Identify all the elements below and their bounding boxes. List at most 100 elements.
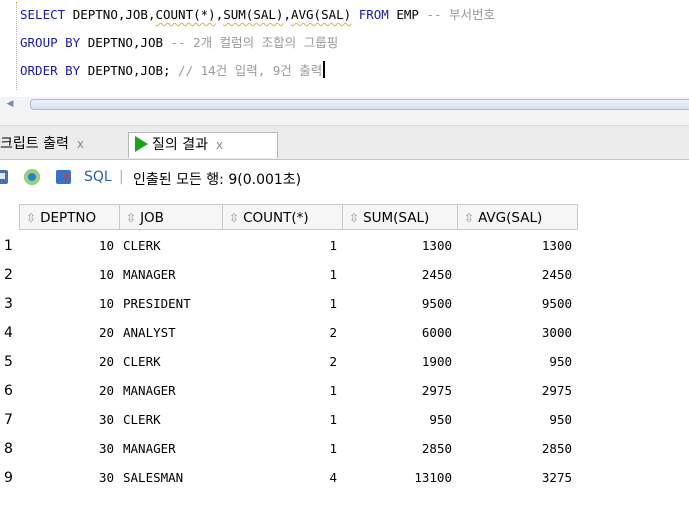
row-number[interactable]: 4 (4, 325, 13, 341)
cell-job[interactable]: MANAGER (123, 267, 176, 282)
cell-deptno[interactable]: 10 (98, 267, 114, 282)
cell-count[interactable]: 1 (329, 296, 337, 311)
cell-sum-sal[interactable]: 2450 (421, 267, 452, 282)
tab-script-output-close-icon[interactable]: x (76, 137, 84, 151)
tab-query-result-close-icon[interactable]: x (215, 138, 224, 152)
cell-sum-sal[interactable]: 1300 (421, 238, 452, 253)
cell-job[interactable]: MANAGER (123, 383, 176, 398)
panel-splitter[interactable] (0, 111, 689, 126)
table-row[interactable]: 8 30 MANAGER 1 2850 2850 (0, 436, 578, 465)
sort-icon[interactable]: ⇳ (349, 211, 360, 225)
row-number[interactable]: 2 (4, 267, 13, 283)
cell-deptno[interactable]: 30 (98, 412, 114, 427)
cell-count[interactable]: 4 (329, 470, 337, 485)
sql-button[interactable]: SQL (84, 169, 112, 185)
row-number[interactable]: 3 (4, 296, 13, 312)
cell-deptno[interactable]: 20 (98, 383, 114, 398)
code-token: DEPTNO,JOB; (87, 63, 179, 78)
cell-sum-sal[interactable]: 2850 (421, 441, 452, 456)
column-header-avg-sal[interactable]: ⇳ AVG(SAL) (458, 204, 578, 230)
column-header-count[interactable]: ⇳ COUNT(*) (223, 204, 343, 230)
cell-avg-sal[interactable]: 9500 (541, 296, 572, 311)
cell-sum-sal[interactable]: 9500 (421, 296, 452, 311)
print-icon[interactable] (0, 170, 8, 184)
cell-avg-sal[interactable]: 3000 (541, 325, 572, 340)
table-row[interactable]: 6 20 MANAGER 1 2975 2975 (0, 378, 578, 407)
cell-sum-sal[interactable]: 6000 (421, 325, 452, 340)
tab-script-output[interactable]: 크립트 출력 x (0, 132, 120, 158)
cell-avg-sal[interactable]: 950 (549, 354, 572, 369)
cell-job[interactable]: CLERK (123, 354, 161, 369)
column-header-job[interactable]: ⇳ JOB (120, 204, 223, 230)
code-token: GROUP BY (20, 35, 88, 50)
table-row[interactable]: 3 10 PRESIDENT 1 9500 9500 (0, 291, 578, 320)
cell-avg-sal[interactable]: 2450 (541, 267, 572, 282)
cell-count[interactable]: 1 (329, 441, 337, 456)
code-line-3[interactable]: ORDER BY DEPTNO,JOB; // 14건 입력, 9건 출력 (20, 60, 326, 82)
scroll-left-arrow-icon[interactable]: ◀ (6, 99, 14, 109)
column-header-sum-sal[interactable]: ⇳ SUM(SAL) (343, 204, 458, 230)
row-number[interactable]: 8 (4, 441, 13, 457)
cell-sum-sal[interactable]: 2975 (421, 383, 452, 398)
row-number[interactable]: 5 (4, 354, 13, 370)
tab-query-result[interactable]: 질의 결과 x (128, 132, 278, 158)
cell-avg-sal[interactable]: 2975 (541, 383, 572, 398)
cell-sum-sal[interactable]: 950 (429, 412, 452, 427)
table-row[interactable]: 1 10 CLERK 1 1300 1300 (0, 233, 578, 262)
sort-icon[interactable]: ⇳ (229, 211, 240, 225)
row-number[interactable]: 1 (4, 238, 13, 254)
cell-sum-sal[interactable]: 13100 (414, 470, 452, 485)
cell-job[interactable]: CLERK (123, 412, 161, 427)
cell-avg-sal[interactable]: 950 (549, 412, 572, 427)
run-result-icon (135, 136, 148, 152)
cell-count[interactable]: 1 (329, 238, 337, 253)
cell-job[interactable]: MANAGER (123, 441, 176, 456)
scrollbar-thumb[interactable] (30, 99, 689, 110)
cell-count[interactable]: 1 (329, 267, 337, 282)
cell-deptno[interactable]: 10 (98, 296, 114, 311)
cell-count[interactable]: 1 (329, 383, 337, 398)
cell-count[interactable]: 2 (329, 354, 337, 369)
cell-deptno[interactable]: 20 (98, 325, 114, 340)
row-number[interactable]: 6 (4, 383, 13, 399)
cell-job[interactable]: ANALYST (123, 325, 176, 340)
cell-deptno[interactable]: 10 (98, 238, 114, 253)
editor-horizontal-scrollbar[interactable]: ◀ (0, 97, 689, 111)
code-token: -- 부서번호 (426, 7, 496, 22)
column-header-label: COUNT(*) (243, 210, 309, 226)
column-header-deptno[interactable]: ⇳ DEPTNO (19, 204, 120, 230)
column-header-label: JOB (140, 210, 164, 226)
tab-script-output-label: 크립트 출력 (0, 136, 69, 152)
cell-avg-sal[interactable]: 3275 (541, 470, 572, 485)
cell-deptno[interactable]: 30 (98, 470, 114, 485)
sort-icon[interactable]: ⇳ (126, 211, 137, 225)
row-number[interactable]: 9 (4, 470, 13, 486)
cell-deptno[interactable]: 30 (98, 441, 114, 456)
clear-icon[interactable] (56, 170, 71, 184)
row-number[interactable]: 7 (4, 412, 13, 428)
code-token: SUM(SAL) (223, 7, 284, 22)
cell-job[interactable]: PRESIDENT (123, 296, 191, 311)
code-token: // 14건 입력, 9건 출력 (178, 63, 323, 78)
code-line-2[interactable]: GROUP BY DEPTNO,JOB -- 2개 컬럼의 조합의 그룹핑 (20, 32, 338, 54)
cell-count[interactable]: 1 (329, 412, 337, 427)
cell-job[interactable]: SALESMAN (123, 470, 184, 485)
cell-job[interactable]: CLERK (123, 238, 161, 253)
table-row[interactable]: 2 10 MANAGER 1 2450 2450 (0, 262, 578, 291)
sql-editor[interactable]: SELECT DEPTNO,JOB,COUNT(*),SUM(SAL),AVG(… (0, 0, 689, 100)
cell-count[interactable]: 2 (329, 325, 337, 340)
sort-icon[interactable]: ⇳ (26, 211, 37, 225)
cell-deptno[interactable]: 20 (98, 354, 114, 369)
code-line-1[interactable]: SELECT DEPTNO,JOB,COUNT(*),SUM(SAL),AVG(… (20, 4, 495, 26)
refresh-icon[interactable] (24, 169, 40, 185)
sort-icon[interactable]: ⇳ (464, 211, 475, 225)
table-row[interactable]: 9 30 SALESMAN 4 13100 3275 (0, 465, 578, 494)
cell-sum-sal[interactable]: 1900 (421, 354, 452, 369)
cell-avg-sal[interactable]: 2850 (541, 441, 572, 456)
table-row[interactable]: 5 20 CLERK 2 1900 950 (0, 349, 578, 378)
code-token: SELECT (20, 7, 73, 22)
cell-avg-sal[interactable]: 1300 (541, 238, 572, 253)
table-row[interactable]: 7 30 CLERK 1 950 950 (0, 407, 578, 436)
table-row[interactable]: 4 20 ANALYST 2 6000 3000 (0, 320, 578, 349)
output-tab-bar: 크립트 출력 x 질의 결과 x (0, 126, 689, 160)
